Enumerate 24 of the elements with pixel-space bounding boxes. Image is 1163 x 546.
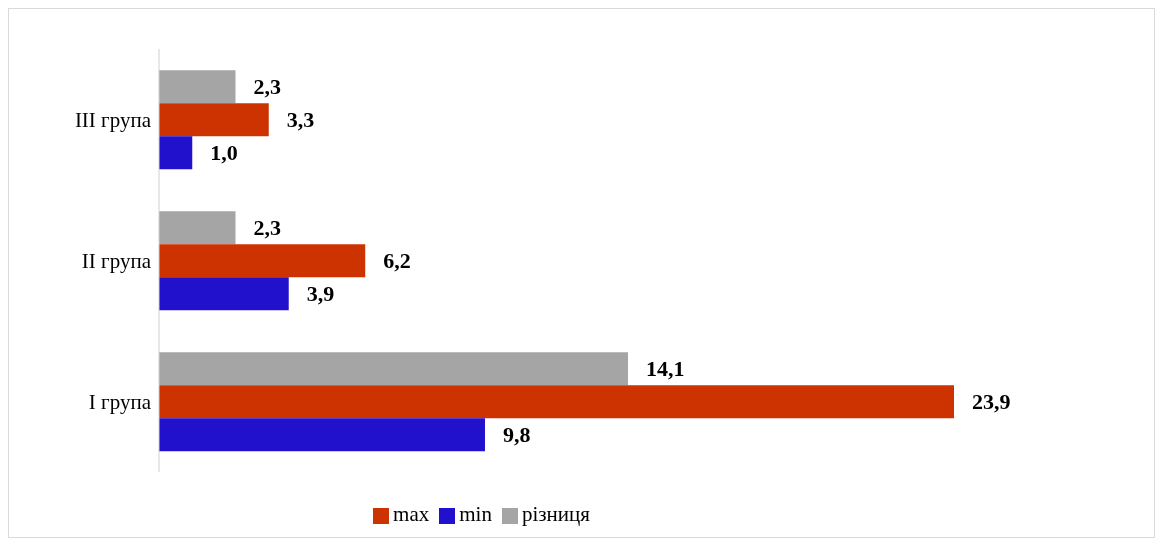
bar	[159, 385, 954, 419]
data-label: 23,9	[972, 389, 1011, 415]
bar	[159, 277, 289, 311]
data-label: 3,3	[286, 107, 315, 133]
bar	[159, 211, 236, 245]
data-label: 1,0	[210, 140, 238, 166]
bar	[159, 70, 236, 104]
data-label: 3,9	[306, 281, 335, 307]
data-label: 6,2	[383, 248, 411, 274]
bar	[159, 103, 269, 137]
y-tick-label: I група	[88, 389, 152, 414]
legend-label: min	[459, 502, 492, 526]
bar	[159, 418, 485, 452]
data-label: 14,1	[646, 356, 685, 382]
data-label: 2,3	[253, 215, 282, 241]
data-label: 2,3	[253, 74, 282, 100]
bar	[159, 244, 366, 278]
y-tick-label: II група	[81, 248, 152, 273]
bar	[159, 136, 193, 170]
y-tick-label: III група	[74, 107, 152, 132]
legend-label: різниця	[521, 502, 590, 526]
bar	[159, 352, 629, 386]
legend-label: max	[393, 502, 430, 526]
data-label: 9,8	[502, 422, 531, 448]
